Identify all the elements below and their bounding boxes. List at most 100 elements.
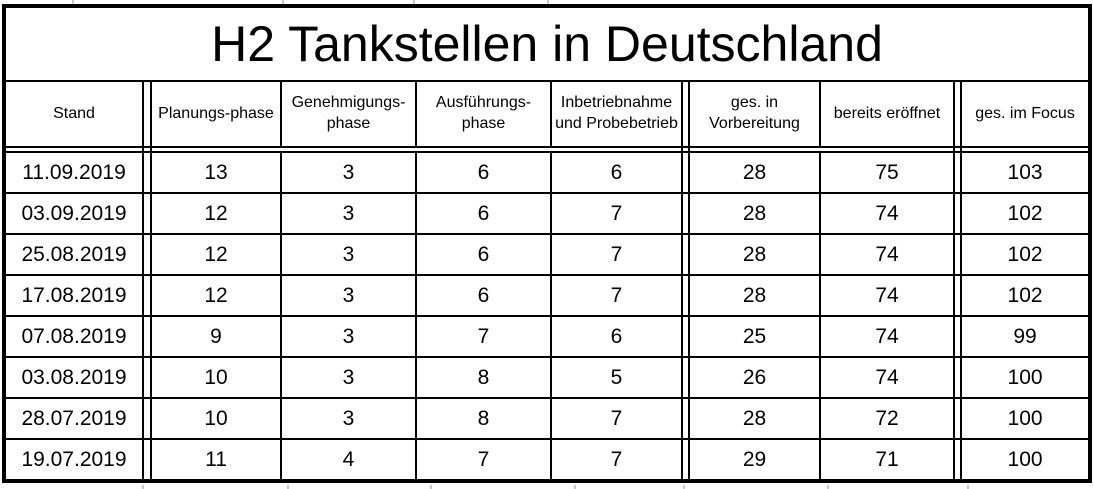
gridline-tick [282, 0, 284, 4]
ausfuehrung-cell: 6 [415, 233, 552, 276]
stand-cell: 07.08.2019 [3, 315, 144, 358]
double-line-separator [953, 80, 962, 148]
double-line-separator [142, 438, 152, 482]
double-line-separator [953, 192, 962, 235]
stand-cell: 19.07.2019 [3, 438, 144, 482]
double-line-row [4, 146, 1091, 153]
double-line-separator [142, 80, 152, 148]
table-title: H2 Tankstellen in Deutschland [2, 5, 1092, 82]
planung-cell: 10 [150, 356, 282, 399]
stand-cell: 03.08.2019 [3, 356, 144, 399]
double-line-separator [953, 356, 962, 399]
ausfuehrung-cell: 7 [415, 438, 552, 482]
double-line-separator [953, 233, 962, 276]
planung-cell: 13 [150, 151, 282, 194]
stand-cell: 17.08.2019 [3, 274, 144, 317]
stand-cell: 03.09.2019 [3, 192, 144, 235]
eroeffnet-cell: 72 [819, 397, 955, 440]
vorbereitung-cell: 28 [688, 192, 821, 235]
genehmigung-cell: 3 [280, 192, 417, 235]
vorbereitung-cell: 29 [688, 438, 821, 482]
inbetriebnahme-cell: 7 [550, 192, 683, 235]
focus-cell: 100 [959, 438, 1092, 482]
vorbereitung-cell: 28 [688, 233, 821, 276]
eroeffnet-cell: 74 [819, 356, 955, 399]
planung-cell: 12 [150, 192, 282, 235]
planung-cell: 9 [150, 315, 282, 358]
double-line-separator [681, 80, 690, 148]
genehmigung-cell: 3 [280, 397, 417, 440]
double-line-separator [681, 356, 690, 399]
focus-cell: 102 [959, 274, 1092, 317]
double-line-separator [681, 274, 690, 317]
col-header-stand: Stand [3, 80, 144, 148]
double-line-separator [681, 233, 690, 276]
vorbereitung-cell: 28 [688, 151, 821, 194]
double-line-separator [142, 274, 152, 317]
double-line-separator [142, 356, 152, 399]
stand-cell: 11.09.2019 [3, 151, 144, 194]
double-line-separator [953, 151, 962, 194]
table-row: 17.08.2019 12 3 6 7 28 74 102 [3, 274, 1092, 317]
double-line-separator [681, 151, 690, 194]
eroeffnet-cell: 71 [819, 438, 955, 482]
inbetriebnahme-cell: 5 [550, 356, 683, 399]
planung-cell: 10 [150, 397, 282, 440]
ausfuehrung-cell: 6 [415, 274, 552, 317]
gridline-tick [287, 485, 289, 489]
inbetriebnahme-cell: 6 [550, 151, 683, 194]
double-line-separator [142, 315, 152, 358]
focus-cell: 102 [959, 233, 1092, 276]
table-row: 07.08.2019 9 3 7 6 25 74 99 [3, 315, 1092, 358]
eroeffnet-cell: 75 [819, 151, 955, 194]
stand-cell: 25.08.2019 [3, 233, 144, 276]
double-line-separator [142, 151, 152, 194]
gridline-tick [967, 485, 969, 489]
ausfuehrung-cell: 8 [415, 356, 552, 399]
header-row: Stand Planungs-phase Genehmigungs-phase … [3, 80, 1092, 148]
eroeffnet-cell: 74 [819, 315, 955, 358]
gridline-tick [72, 0, 74, 4]
double-line-separator [681, 438, 690, 482]
vorbereitung-cell: 28 [688, 397, 821, 440]
col-header-ausfuehrungsphase: Ausführungs-phase [415, 80, 552, 148]
eroeffnet-cell: 74 [819, 274, 955, 317]
double-line-separator [142, 397, 152, 440]
col-header-planungsphase: Planungs-phase [150, 80, 282, 148]
ausfuehrung-cell: 6 [415, 151, 552, 194]
focus-cell: 102 [959, 192, 1092, 235]
double-line-separator [953, 315, 962, 358]
vorbereitung-cell: 26 [688, 356, 821, 399]
double-line-separator [142, 192, 152, 235]
col-header-ges-im-focus: ges. im Focus [959, 80, 1092, 148]
stand-cell: 28.07.2019 [3, 397, 144, 440]
vorbereitung-cell: 25 [688, 315, 821, 358]
double-line-separator [681, 397, 690, 440]
table-row: 03.09.2019 12 3 6 7 28 74 102 [3, 192, 1092, 235]
gridline-tick [142, 485, 144, 489]
ausfuehrung-cell: 8 [415, 397, 552, 440]
planung-cell: 11 [150, 438, 282, 482]
genehmigung-cell: 3 [280, 233, 417, 276]
double-line-separator [142, 233, 152, 276]
focus-cell: 103 [959, 151, 1092, 194]
table-row: 28.07.2019 10 3 8 7 28 72 100 [3, 397, 1092, 440]
col-header-genehmigungsphase: Genehmigungs-phase [280, 80, 417, 148]
inbetriebnahme-cell: 7 [550, 397, 683, 440]
genehmigung-cell: 3 [280, 274, 417, 317]
double-line-separator [953, 274, 962, 317]
focus-cell: 100 [959, 397, 1092, 440]
genehmigung-cell: 4 [280, 438, 417, 482]
inbetriebnahme-cell: 7 [550, 274, 683, 317]
planung-cell: 12 [150, 233, 282, 276]
col-header-inbetriebnahme: Inbetriebnahme und Probebetrieb [550, 80, 683, 148]
gridline-tick [430, 485, 432, 489]
eroeffnet-cell: 74 [819, 192, 955, 235]
double-line-separator [953, 438, 962, 482]
gridline-tick [574, 485, 576, 489]
genehmigung-cell: 3 [280, 356, 417, 399]
genehmigung-cell: 3 [280, 315, 417, 358]
double-line-separator [681, 315, 690, 358]
focus-cell: 99 [959, 315, 1092, 358]
